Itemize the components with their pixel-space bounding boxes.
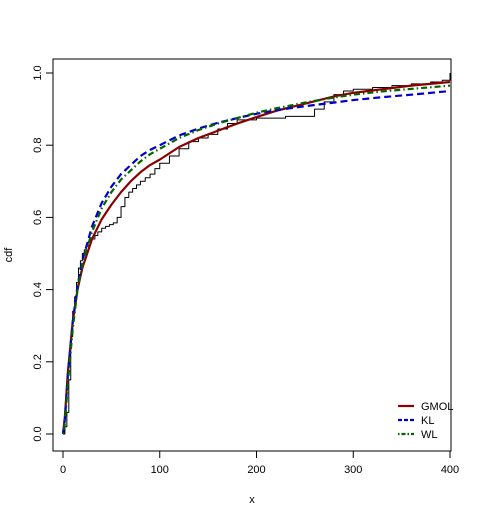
y-tick-label: 0.2 — [32, 354, 44, 369]
legend-label-wl: WL — [421, 429, 438, 441]
series-layer — [61, 73, 451, 435]
x-tick-label: 200 — [247, 464, 265, 476]
y-axis-label: cdf — [3, 247, 15, 263]
x-tick-label: 0 — [60, 464, 66, 476]
legend-label-kl: KL — [421, 415, 434, 427]
y-axis: 0.0 0.2 0.4 0.6 0.8 1.0 — [32, 65, 54, 442]
y-tick-label: 0.6 — [32, 210, 44, 225]
y-tick-label: 0.4 — [32, 282, 44, 297]
series-line-empirical — [63, 73, 451, 435]
y-tick-label: 0.8 — [32, 138, 44, 153]
series-line-wl — [61, 84, 451, 435]
x-axis-label: x — [249, 494, 255, 506]
x-tick-label: 300 — [344, 464, 362, 476]
y-tick-label: 1.0 — [32, 65, 44, 80]
legend-label-gmol: GMOL — [421, 401, 453, 413]
x-axis: 0 100 200 300 400 — [60, 450, 459, 476]
y-tick-label: 0.0 — [32, 426, 44, 441]
series-line-kl — [61, 89, 451, 435]
legend: GMOL KL WL — [398, 401, 453, 441]
x-tick-label: 100 — [151, 464, 169, 476]
x-tick-label: 400 — [441, 464, 459, 476]
